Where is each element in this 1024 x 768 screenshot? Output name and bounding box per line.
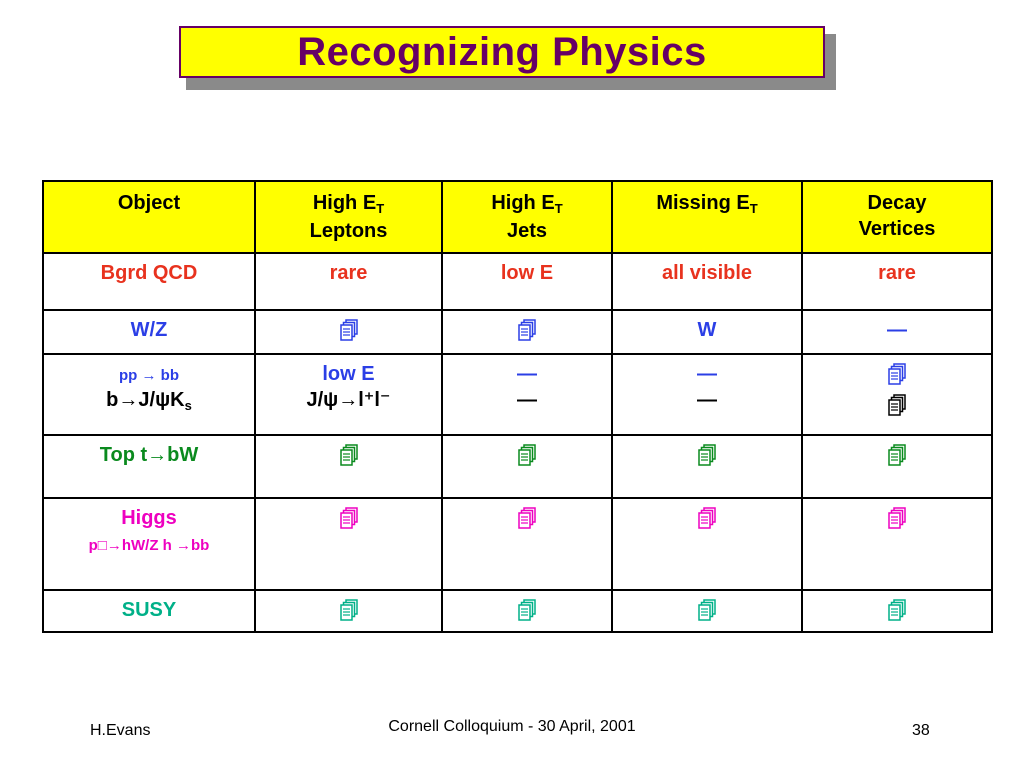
document-icon <box>339 444 358 466</box>
slide-title: Recognizing Physics <box>297 29 707 74</box>
document-icon <box>518 507 536 529</box>
cell-jets: low E <box>441 252 613 311</box>
document-icon <box>888 394 906 416</box>
header-missing-et: Missing ET <box>611 180 803 254</box>
physics-table: Object High ET Leptons High ET Jets Miss… <box>42 180 993 633</box>
cell-object: SUSY <box>42 589 256 633</box>
cell-decay: — <box>801 309 993 355</box>
cell-decay: rare <box>801 252 993 311</box>
cell-object: W/Z <box>42 309 256 355</box>
cell-leptons <box>254 497 443 591</box>
cell-object: pp → bb b→J/ψKs <box>42 353 256 436</box>
cell-leptons: low E J/ψ→l⁺l⁻ <box>254 353 443 436</box>
jpsi-ll-label: J/ψ→l⁺l⁻ <box>306 389 391 411</box>
cell-decay <box>801 353 993 436</box>
cell-object: Higgs p□→hW/Z h →bb <box>42 497 256 591</box>
document-icon <box>888 507 906 529</box>
document-icon <box>698 444 716 466</box>
cell-decay <box>801 497 993 591</box>
header-object: Object <box>42 180 256 254</box>
footer-page-number: 38 <box>912 722 930 739</box>
document-icon <box>339 599 358 621</box>
header-decay-vertices: Decay Vertices <box>801 180 993 254</box>
document-icon <box>518 444 536 466</box>
pp-bb-label: pp → bb <box>119 367 179 384</box>
document-icon <box>339 319 358 341</box>
cell-jets <box>441 434 613 499</box>
document-icon <box>698 507 716 529</box>
cell-decay <box>801 434 993 499</box>
document-icon <box>888 599 906 621</box>
cell-object: Bgrd QCD <box>42 252 256 311</box>
cell-object: Top t→bW <box>42 434 256 499</box>
row-bb: pp → bb b→J/ψKs low E J/ψ→l⁺l⁻ — — — — <box>42 353 993 436</box>
cell-jets <box>441 497 613 591</box>
cell-missing <box>611 434 803 499</box>
cell-missing <box>611 497 803 591</box>
document-icon <box>888 363 906 385</box>
low-e-label: low E <box>322 363 375 385</box>
cell-decay <box>801 589 993 633</box>
cell-leptons <box>254 589 443 633</box>
b-jpsi-ks-label: b→J/ψKs <box>106 389 192 413</box>
footer-author: H.Evans <box>90 722 151 739</box>
cell-jets: — — <box>441 353 613 436</box>
header-high-et-leptons: High ET Leptons <box>254 180 443 254</box>
row-wz: W/Z W — <box>42 309 993 355</box>
footer-event: Cornell Colloquium - 30 April, 2001 <box>388 718 636 735</box>
title-box: Recognizing Physics <box>179 26 825 78</box>
document-icon <box>888 444 906 466</box>
row-bgrd-qcd: Bgrd QCD rare low E all visible rare <box>42 252 993 311</box>
cell-jets <box>441 309 613 355</box>
row-higgs: Higgs p□→hW/Z h →bb <box>42 497 993 591</box>
document-icon <box>518 599 536 621</box>
header-high-et-jets: High ET Jets <box>441 180 613 254</box>
header-row: Object High ET Leptons High ET Jets Miss… <box>42 180 993 254</box>
cell-missing: all visible <box>611 252 803 311</box>
document-icon <box>698 599 716 621</box>
document-icon <box>518 319 536 341</box>
cell-missing <box>611 589 803 633</box>
cell-jets <box>441 589 613 633</box>
cell-leptons <box>254 309 443 355</box>
row-susy: SUSY <box>42 589 993 633</box>
cell-missing: W <box>611 309 803 355</box>
cell-leptons <box>254 434 443 499</box>
document-icon <box>339 507 358 529</box>
cell-leptons: rare <box>254 252 443 311</box>
row-top: Top t→bW <box>42 434 993 499</box>
cell-missing: — — <box>611 353 803 436</box>
